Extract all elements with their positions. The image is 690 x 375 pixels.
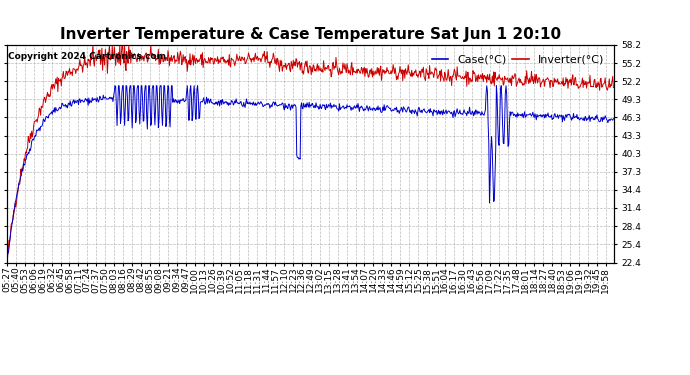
Legend: Case(°C), Inverter(°C): Case(°C), Inverter(°C) <box>427 51 609 69</box>
Text: Copyright 2024 Cartronics.com: Copyright 2024 Cartronics.com <box>8 51 166 60</box>
Title: Inverter Temperature & Case Temperature Sat Jun 1 20:10: Inverter Temperature & Case Temperature … <box>60 27 561 42</box>
